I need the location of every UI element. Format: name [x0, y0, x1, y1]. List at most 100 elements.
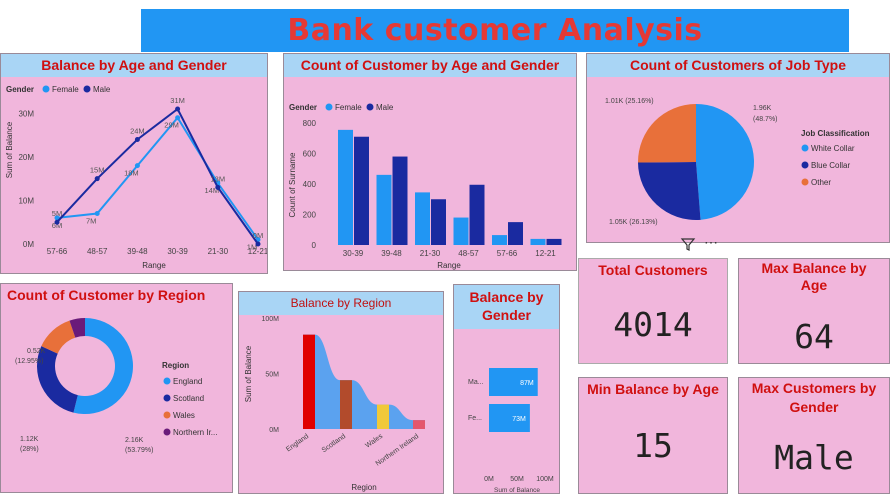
x-tick-label: 39-48: [381, 249, 402, 258]
slice-label: 0.52K: [27, 348, 46, 355]
x-tick-label: 57-66: [47, 247, 68, 256]
slice-label: 1.01K (25.16%): [605, 98, 654, 105]
data-label: 29M: [164, 121, 179, 130]
x-tick-label: 21-30: [208, 247, 229, 256]
max-customers-gender-title: Max Customers by Gender: [751, 380, 877, 415]
bar-female: [376, 174, 392, 245]
min-balance-age-value: 15: [633, 426, 673, 465]
data-label: 6M: [52, 221, 62, 230]
data-label: 1M: [247, 243, 257, 252]
legend-item-marker: [801, 161, 809, 169]
region-balance-title: Balance by Region: [239, 292, 443, 315]
min-balance-age-title: Min Balance by Age: [587, 381, 719, 397]
count-age-gender-chart: 0 200 400 600 800 Count of Surname Gender Femal…: [288, 103, 562, 270]
series-line-male: [56, 107, 259, 245]
data-label: 24M: [130, 126, 145, 135]
bar-male: [392, 156, 408, 245]
bar-male: [469, 184, 485, 245]
gender-balance-panel[interactable]: Balance by Gender Ma... 87M Fe... 73M 0M 50M 1…: [453, 284, 560, 494]
x-tick-label: 30-39: [343, 249, 364, 258]
bar-female: [530, 238, 546, 245]
balance-age-gender-chart: 0M 10M 20M 30M Sum of Balance Gender Female Mal…: [5, 85, 268, 270]
legend-item-marker: [163, 428, 171, 436]
slice-label: 1.12K: [20, 436, 39, 443]
data-label: 7M: [86, 217, 96, 226]
data-label: 87M: [520, 380, 534, 387]
slice-label: (48.7%): [753, 116, 778, 123]
region-bar-wales: [377, 404, 389, 429]
slice-label: (53.79%): [125, 447, 153, 454]
legend-item-label: Scotland: [173, 394, 204, 403]
max-balance-age-card[interactable]: Max Balance by Age 64: [738, 258, 890, 364]
bar-female: [492, 235, 507, 245]
y-tick-label: Fe...: [468, 415, 482, 422]
bar-male: [431, 199, 446, 245]
region-bar-england: [303, 334, 315, 429]
max-balance-age-value: 64: [794, 317, 834, 356]
min-balance-age-card[interactable]: Min Balance by Age 15: [578, 377, 728, 494]
bar-male: [546, 238, 562, 245]
x-tick-label: 12-21: [248, 247, 268, 256]
x-tick-label: Scotland: [321, 433, 347, 454]
y-tick-label: 200: [303, 211, 317, 220]
gender-bar: [489, 404, 530, 432]
legend-item-marker: [163, 394, 171, 402]
y-tick-label: 0M: [269, 427, 279, 434]
data-point: [134, 136, 140, 142]
legend-female-marker: [325, 103, 333, 111]
job-type-panel[interactable]: Count of Customers of Job Type 1.96K (48.…: [586, 53, 890, 243]
x-tick-label: 57-66: [497, 249, 518, 258]
bar-female: [415, 192, 430, 245]
legend-item-marker: [163, 411, 171, 419]
gender-bar: [489, 368, 538, 396]
data-point: [54, 219, 60, 225]
region-count-panel[interactable]: Count of Customer by Region 2.16K (53.79%…: [0, 283, 233, 493]
region-bar-northern-ireland: [413, 420, 425, 429]
max-customers-gender-card[interactable]: Max Customers by Gender Male: [738, 377, 890, 494]
data-point: [215, 184, 221, 190]
x-tick-label: 100M: [536, 476, 554, 483]
data-label: 18M: [124, 169, 139, 178]
x-axis-label: Sum of Balance: [494, 487, 540, 494]
x-axis-label: Region: [351, 483, 376, 492]
x-tick-label: 48-57: [458, 249, 479, 258]
total-customers-value: 4014: [613, 305, 693, 344]
legend-female-label: Female: [335, 103, 362, 112]
x-axis-label: Range: [437, 261, 461, 270]
legend-male-marker: [366, 103, 374, 111]
balance-age-gender-panel[interactable]: Balance by Age and Gender 0M 10M 20M 30M Sum…: [0, 53, 268, 274]
donut-slice-northern-ireland: [69, 318, 85, 338]
x-tick-label: 39-48: [127, 247, 148, 256]
y-axis-label: Count of Surname: [288, 152, 297, 217]
more-options-icon[interactable]: ⋯: [704, 234, 718, 250]
x-tick-label: England: [285, 433, 310, 454]
data-point: [54, 215, 60, 221]
y-tick-label: 50M: [265, 372, 279, 379]
region-balance-chart: 0M 50M 100M Sum of Balance England Scotland Wa…: [244, 316, 425, 492]
region-ribbon-area: [303, 334, 425, 429]
total-customers-card[interactable]: Total Customers 4014: [578, 258, 728, 364]
legend-title: Gender: [289, 103, 317, 112]
legend-female-marker: [42, 85, 50, 93]
legend-title: Gender: [6, 85, 34, 94]
balance-age-gender-title: Balance by Age and Gender: [1, 54, 267, 77]
legend-item-marker: [801, 144, 809, 152]
y-tick-label: 10M: [18, 196, 34, 205]
data-label: 15M: [90, 166, 105, 175]
y-tick-label: Ma...: [468, 379, 484, 386]
y-tick-label: 30M: [18, 109, 34, 118]
x-tick-label: 0M: [484, 476, 494, 483]
data-point: [175, 115, 181, 121]
y-tick-label: 600: [303, 150, 317, 159]
slice-label: (28%): [20, 446, 39, 453]
bar-male: [508, 222, 523, 245]
region-balance-panel[interactable]: Balance by Region 0M 50M 100M Sum of Balanc…: [238, 291, 444, 494]
dashboard-header: Bank customer Analysis: [141, 9, 849, 52]
region-count-title: Count of Customer by Region: [7, 287, 206, 303]
count-age-gender-panel[interactable]: Count of Customer by Age and Gender 0 200…: [283, 53, 577, 271]
legend-female-label: Female: [52, 85, 79, 94]
filter-icon[interactable]: [680, 236, 696, 252]
donut-slice-scotland: [37, 346, 78, 413]
count-age-gender-title: Count of Customer by Age and Gender: [284, 54, 576, 77]
x-tick-label: 50M: [510, 476, 524, 483]
